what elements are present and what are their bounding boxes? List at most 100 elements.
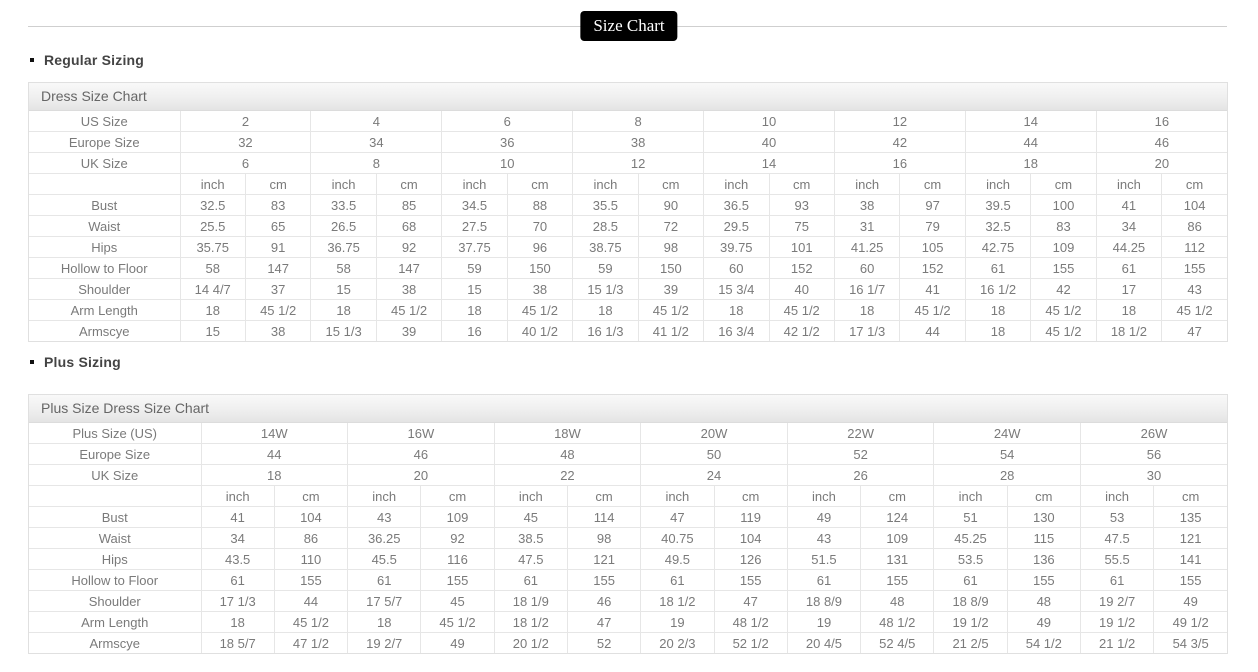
cm-value: 155 — [273, 569, 349, 591]
cm-value: 98 — [637, 236, 705, 258]
measurement-row: Hips 35.75 91 36.75 92 37.75 96 38.75 98 39.75 101… — [29, 236, 1228, 258]
cm-value: 86 — [1161, 215, 1228, 237]
unit-label: inch — [964, 173, 1032, 195]
cm-value: 47 — [713, 590, 788, 612]
inch-value: 20 4/5 — [786, 632, 862, 653]
inch-value: 58 — [310, 257, 377, 279]
inch-value: 34 — [1095, 215, 1163, 237]
inch-value: 15 1/3 — [310, 320, 377, 341]
inch-value: 41.25 — [833, 236, 901, 258]
cm-value: 155 — [566, 569, 642, 591]
cm-value: 136 — [1006, 548, 1081, 570]
cm-value: 39 — [637, 278, 705, 300]
measurement-row: Hips 43.5 110 45.5 116 47.5 121 49.5 126 51.5 131 5… — [29, 548, 1228, 570]
section-plus-sizing: Plus Sizing Plus Size Dress Size Chart P… — [0, 354, 1258, 654]
inch-value: 32.5 — [179, 194, 246, 216]
size-header-row: Plus Size (US) 14W 16W 18W 20W 22W 24W 26W — [29, 423, 1228, 444]
cm-value: 92 — [420, 527, 495, 549]
unit-label: inch — [1095, 173, 1163, 195]
inch-value: 17 1/3 — [833, 320, 901, 341]
size-value: 10 — [703, 111, 835, 132]
inch-value: 21 2/5 — [933, 632, 1008, 653]
inch-value: 15 1/3 — [572, 278, 639, 300]
inch-value: 45 — [493, 506, 568, 528]
unit-label: cm — [860, 485, 935, 507]
cm-value: 45 1/2 — [768, 299, 835, 321]
heading-label: Plus Sizing — [44, 354, 121, 370]
cm-value: 152 — [899, 257, 966, 279]
inch-value: 20 2/3 — [640, 632, 715, 653]
cm-value: 121 — [566, 548, 642, 570]
cm-value: 42 — [1030, 278, 1097, 300]
size-header-row: Europe Size 32 34 36 38 40 42 44 46 — [29, 131, 1228, 153]
inch-value: 41 — [1095, 194, 1163, 216]
inch-value: 36.25 — [347, 527, 422, 549]
cm-value: 79 — [899, 215, 966, 237]
cm-value: 130 — [1006, 506, 1081, 528]
inch-value: 60 — [833, 257, 901, 279]
square-bullet-icon — [30, 58, 34, 62]
cm-value: 75 — [768, 215, 835, 237]
inch-value: 17 5/7 — [347, 590, 422, 612]
row-label: Bust — [29, 194, 181, 216]
size-value: 28 — [933, 464, 1081, 486]
cm-value: 96 — [506, 236, 574, 258]
size-value: 24 — [640, 464, 788, 486]
inch-value: 34.5 — [441, 194, 508, 216]
cm-value: 109 — [1030, 236, 1097, 258]
cm-value: 155 — [1153, 569, 1228, 591]
size-value: 34 — [310, 131, 443, 153]
cm-value: 155 — [420, 569, 495, 591]
inch-value: 49.5 — [640, 548, 715, 570]
row-label: UK Size — [29, 152, 181, 174]
cm-value: 38 — [506, 278, 574, 300]
size-value: 32 — [179, 131, 312, 153]
inch-value: 49 — [786, 506, 862, 528]
unit-label: inch — [347, 485, 422, 507]
size-value: 44 — [964, 131, 1097, 153]
inch-value: 18 — [347, 611, 422, 633]
inch-value: 15 — [310, 278, 377, 300]
cm-value: 52 — [566, 632, 642, 653]
size-value: 48 — [493, 443, 642, 465]
row-label: UK Size — [29, 464, 202, 486]
inch-value: 61 — [200, 569, 275, 591]
measurement-row: Arm Length 18 45 1/2 18 45 1/2 18 1/2 47 19 48 1… — [29, 611, 1228, 633]
measurement-row: Arm Length 18 45 1/2 18 45 1/2 18 45 1/2 18 45 1… — [29, 299, 1228, 321]
row-label-empty — [29, 173, 181, 195]
inch-value: 59 — [441, 257, 508, 279]
size-value: 14 — [703, 152, 835, 174]
cm-value: 54 3/5 — [1153, 632, 1228, 653]
unit-label: cm — [1006, 485, 1081, 507]
cm-value: 41 1/2 — [637, 320, 705, 341]
unit-label: inch — [833, 173, 901, 195]
row-label: Hollow to Floor — [29, 257, 181, 279]
unit-label: cm — [1030, 173, 1097, 195]
row-label: Hips — [29, 548, 202, 570]
cm-value: 47 — [566, 611, 642, 633]
inch-value: 18 — [964, 299, 1032, 321]
cm-value: 39 — [375, 320, 443, 341]
cm-value: 52 1/2 — [713, 632, 788, 653]
inch-value: 43 — [347, 506, 422, 528]
cm-value: 121 — [1153, 527, 1228, 549]
cm-value: 90 — [637, 194, 705, 216]
cm-value: 49 — [1006, 611, 1081, 633]
cm-value: 44 — [899, 320, 966, 341]
inch-value: 18 — [964, 320, 1032, 341]
size-value: 22W — [786, 423, 935, 444]
inch-value: 58 — [179, 257, 246, 279]
size-value: 14 — [964, 111, 1097, 132]
inch-value: 40.75 — [640, 527, 715, 549]
inch-value: 53 — [1079, 506, 1155, 528]
size-value: 8 — [310, 152, 443, 174]
unit-label: inch — [441, 173, 508, 195]
cm-value: 147 — [375, 257, 443, 279]
cm-value: 109 — [420, 506, 495, 528]
inch-value: 16 1/7 — [833, 278, 901, 300]
size-value: 20W — [640, 423, 788, 444]
inch-value: 61 — [640, 569, 715, 591]
cm-value: 47 1/2 — [273, 632, 349, 653]
inch-value: 18 1/2 — [640, 590, 715, 612]
cm-value: 114 — [566, 506, 642, 528]
